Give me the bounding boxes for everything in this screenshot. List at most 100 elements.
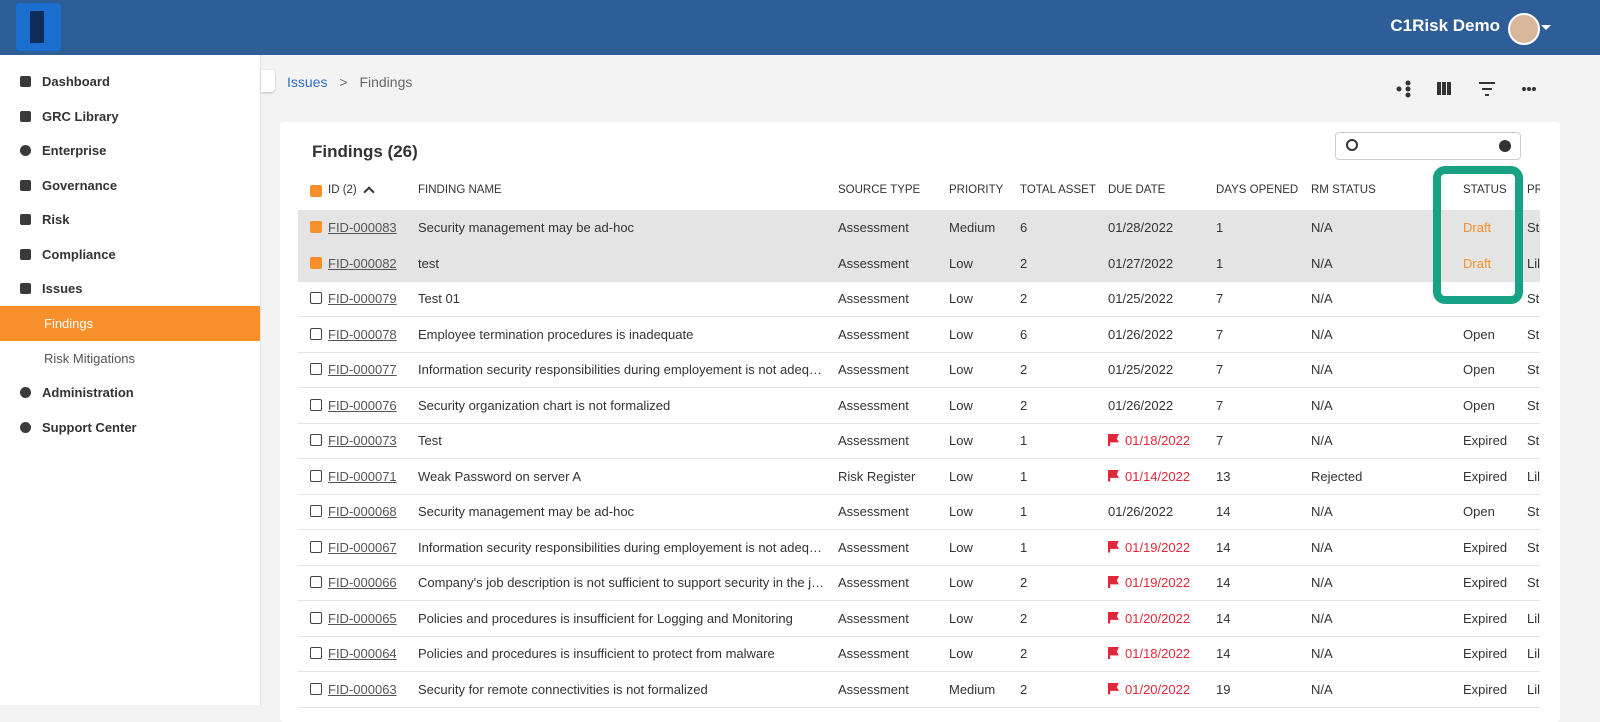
nav-label: Risk Mitigations (44, 351, 136, 366)
nav-item[interactable]: Risk (0, 202, 260, 237)
row-checkbox[interactable] (310, 221, 322, 233)
column-header[interactable]: DAYS OPENED (1216, 184, 1299, 196)
column-header[interactable]: FINDING NAME (418, 184, 502, 196)
column-header[interactable]: STATUS (1463, 184, 1507, 196)
cell-priority: Low (949, 575, 973, 590)
cell-priority: Medium (949, 681, 996, 697)
cell-id: FID-000076 (328, 388, 397, 423)
row-checkbox[interactable] (310, 327, 322, 340)
sort-icon[interactable] (363, 186, 375, 198)
nav-item[interactable]: Governance (0, 168, 260, 203)
due-date: 01/25/2022 (1108, 291, 1174, 306)
table-row[interactable]: FID-000071 Weak Password on server A Risk … (298, 459, 1540, 495)
cell-status: Expired (1463, 610, 1508, 626)
column-header[interactable]: ID (2) (328, 184, 357, 196)
cell-rm: N/A (1311, 646, 1333, 661)
cell-days: 14 (1216, 539, 1231, 555)
nav-item[interactable]: Administration (0, 375, 260, 410)
table-row[interactable]: FID-000082 test Assessment Low 2 01/27/2022 1 N… (298, 245, 1540, 282)
finding-link[interactable]: FID-000077 (328, 362, 397, 377)
filter-icon[interactable] (1479, 82, 1495, 96)
finding-link[interactable]: FID-000076 (328, 397, 397, 413)
finding-link[interactable]: FID-000064 (328, 646, 397, 661)
cell-source: Assessment (838, 504, 909, 519)
row-checkbox[interactable] (310, 398, 322, 411)
cell-id: FID-000077 (328, 352, 397, 387)
nav-label: Administration (42, 385, 134, 400)
collapse-button[interactable] (261, 70, 275, 92)
row-checkbox[interactable] (310, 256, 322, 269)
finding-link[interactable]: FID-000068 (328, 504, 397, 519)
cell-days: 14 (1216, 504, 1231, 519)
cell-days: 13 (1216, 468, 1231, 484)
finding-link[interactable]: FID-000071 (328, 468, 397, 484)
column-header[interactable]: TOTAL ASSET (1020, 184, 1096, 196)
table-row[interactable]: FID-000064 Policies and procedures is ins… (298, 636, 1540, 672)
cell-name: Policies and procedures is insufficient … (418, 610, 793, 626)
table-row[interactable]: FID-000076 Security organization chart is… (298, 388, 1540, 424)
cell-priority: Medium (949, 220, 996, 235)
row-checkbox[interactable] (310, 469, 322, 482)
cell-days: 14 (1216, 575, 1231, 590)
row-checkbox[interactable] (310, 292, 322, 304)
row-checkbox[interactable] (310, 540, 322, 553)
nav-item[interactable]: Compliance (0, 237, 260, 272)
avatar[interactable] (1508, 13, 1540, 45)
finding-link[interactable]: FID-000078 (328, 326, 397, 342)
row-checkbox[interactable] (310, 682, 322, 695)
table-row[interactable]: FID-000065 Policies and procedures is ins… (298, 601, 1540, 637)
finding-link[interactable]: FID-000063 (328, 681, 397, 697)
cell-days: 1 (1216, 255, 1224, 271)
search-box[interactable] (1335, 132, 1521, 160)
clear-icon[interactable] (1499, 140, 1511, 152)
more-icon[interactable] (1522, 87, 1536, 91)
table-row[interactable]: FID-000068 Security management may be ad-… (298, 494, 1540, 530)
row-checkbox[interactable] (310, 611, 322, 624)
column-header[interactable]: SOURCE TYPE (838, 184, 921, 196)
table-row[interactable]: FID-000077 Information security responsib… (298, 352, 1540, 388)
table-row[interactable]: FID-000073 Test Assessment Low 1 01/18/2022 7 N… (298, 423, 1540, 459)
row-checkbox[interactable] (310, 434, 322, 446)
column-header[interactable]: PR (1527, 184, 1540, 196)
column-header[interactable]: DUE DATE (1108, 184, 1166, 196)
finding-link[interactable]: FID-000067 (328, 539, 397, 555)
cell-source: Assessment (838, 397, 909, 413)
nav-item[interactable]: Issues (0, 271, 260, 306)
row-checkbox[interactable] (310, 576, 322, 588)
nav-item-active[interactable]: Findings (0, 306, 260, 341)
table-row[interactable]: FID-000083 Security management may be ad-… (298, 210, 1540, 246)
columns-icon[interactable] (1437, 82, 1451, 95)
column-header[interactable]: RM STATUS (1311, 184, 1376, 196)
logo[interactable] (16, 3, 61, 51)
nav-item[interactable]: GRC Library (0, 99, 260, 134)
cell-status: Open (1463, 397, 1495, 413)
row-checkbox[interactable] (310, 363, 322, 375)
finding-link[interactable]: FID-000083 (328, 220, 397, 235)
column-header[interactable]: PRIORITY (949, 184, 1004, 196)
row-checkbox[interactable] (310, 505, 322, 517)
share-icon[interactable] (1396, 80, 1411, 98)
table-row[interactable]: FID-000066 Company's job description is n… (298, 565, 1540, 601)
finding-link[interactable]: FID-000082 (328, 255, 397, 271)
caret[interactable] (1541, 25, 1551, 35)
table-row[interactable]: FID-000063 Security for remote connectivi… (298, 672, 1540, 708)
cell-rm: N/A (1311, 539, 1333, 555)
finding-link[interactable]: FID-000065 (328, 610, 397, 626)
select-all-checkbox[interactable] (310, 185, 322, 197)
finding-link[interactable]: FID-000066 (328, 575, 397, 590)
table-row[interactable]: FID-000079 Test 01 Assessment Low 2 01/25/202… (298, 281, 1540, 317)
finding-link[interactable]: FID-000073 (328, 433, 397, 448)
nav-item[interactable]: Risk Mitigations (0, 341, 260, 376)
cell-id: FID-000078 (328, 317, 397, 352)
nav-item[interactable]: Enterprise (0, 133, 260, 168)
row-checkbox[interactable] (310, 647, 322, 659)
cell-priority: Low (949, 362, 973, 377)
cell-due-date: 01/20/2022 (1108, 672, 1190, 707)
cell-status: Expired (1463, 646, 1508, 661)
finding-link[interactable]: FID-000079 (328, 291, 397, 306)
table-row[interactable]: FID-000067 Information security responsib… (298, 530, 1540, 566)
nav-item[interactable]: Dashboard (0, 64, 260, 99)
nav-item[interactable]: Support Center (0, 410, 260, 445)
breadcrumb-link[interactable]: Issues (287, 74, 328, 90)
table-row[interactable]: FID-000078 Employee termination procedure… (298, 317, 1540, 353)
